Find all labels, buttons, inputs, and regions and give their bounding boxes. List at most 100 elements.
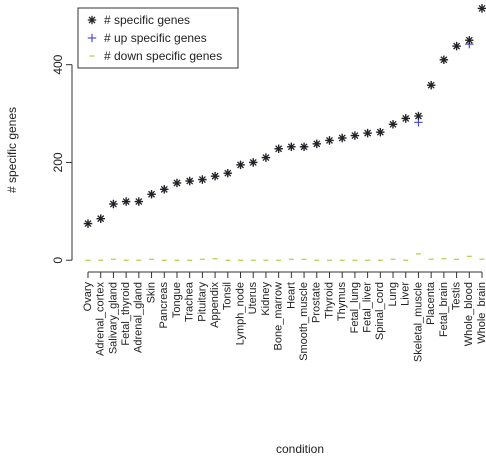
marker-stroke [414, 112, 422, 120]
marker-stroke [262, 154, 270, 162]
data-point-asterisk [210, 171, 220, 181]
x-tick-label: Uterus [247, 282, 259, 315]
marker-stroke [211, 172, 219, 180]
x-tick-label: Kidney [260, 282, 272, 316]
legend-marker-plus [87, 33, 97, 43]
x-tick-label: Fetal_lung [349, 282, 361, 333]
x-tick-label: Lung [387, 282, 399, 306]
x-tick-label: Tonsil [222, 282, 234, 310]
series-dash [85, 253, 485, 261]
marker-stroke [402, 114, 410, 122]
x-tick-label: Fetal_brain [438, 282, 450, 337]
x-tick-label: Spinal_cord [374, 282, 386, 340]
data-point-asterisk [109, 199, 118, 209]
marker-stroke [84, 220, 92, 228]
data-point-asterisk [287, 142, 296, 151]
data-point-asterisk [401, 114, 410, 123]
marker-stroke [465, 36, 473, 44]
marker-stroke [351, 132, 359, 140]
series-asterisk [83, 4, 486, 228]
x-tick-label: Skeletal_muscle [412, 282, 424, 362]
data-point-asterisk [172, 178, 182, 188]
x-tick-label: Prostate [311, 282, 323, 323]
data-point-asterisk [452, 41, 461, 51]
data-point-asterisk [299, 142, 309, 151]
x-tick-label: Salivary_gland [107, 282, 119, 354]
data-point-asterisk [376, 127, 385, 137]
x-tick-label: Ovary [82, 282, 94, 312]
marker-stroke [198, 176, 206, 184]
x-tick-label: Thyroid [323, 282, 335, 319]
data-point-asterisk [477, 4, 486, 13]
legend-label: # specific genes [104, 13, 190, 27]
marker-stroke [88, 16, 96, 24]
x-tick-label: Whole_blood [463, 282, 475, 346]
x-tick-label: Trachea [184, 281, 196, 322]
data-point-asterisk [414, 111, 423, 121]
x-tick-label: Smooth_muscle [298, 282, 310, 361]
data-point-asterisk [426, 81, 436, 90]
data-point-asterisk [337, 133, 347, 143]
data-point-asterisk [465, 36, 474, 45]
marker-stroke [135, 198, 143, 206]
marker-stroke [122, 198, 130, 206]
data-point-asterisk [274, 144, 283, 153]
y-tick-label: 0 [51, 257, 65, 264]
marker-stroke [364, 129, 372, 137]
marker-stroke [275, 145, 283, 153]
x-tick-label: Whole_brain [476, 282, 486, 344]
data-point-asterisk [223, 169, 233, 178]
data-point-asterisk [160, 185, 169, 194]
y-tick-label: 400 [51, 54, 65, 74]
marker-stroke [313, 140, 321, 148]
legend-box [77, 7, 239, 69]
marker-stroke [338, 134, 346, 142]
x-tick-label: Adrenal_cortex [95, 282, 107, 356]
data-point-asterisk [83, 219, 93, 228]
data-point-asterisk [363, 128, 372, 138]
marker-stroke [97, 215, 105, 223]
y-axis-title: # specific genes [5, 107, 19, 193]
x-axis-title: condition [276, 442, 324, 456]
marker-stroke [109, 200, 117, 208]
marker-stroke [453, 42, 461, 50]
data-point-asterisk [198, 175, 207, 184]
x-tick-label: Pancreas [158, 282, 170, 329]
x-tick-label: Appendix [209, 282, 221, 328]
x-tick-label: Skin [145, 282, 157, 303]
x-tick-label: Bone_marrow [273, 282, 285, 351]
legend-label: # up specific genes [104, 31, 207, 45]
data-points [83, 4, 486, 261]
data-point-asterisk [261, 153, 271, 162]
marker-stroke [173, 179, 181, 187]
data-point-asterisk [147, 190, 156, 199]
x-tick-label: Heart [285, 282, 297, 309]
data-point-asterisk [350, 131, 360, 140]
legend: # specific genes # up specific genes # dow… [77, 7, 239, 69]
data-point-asterisk [236, 160, 245, 170]
data-point-asterisk [96, 214, 105, 223]
x-tick-label: Pituitary [196, 282, 208, 322]
x-tick-label: Thymus [336, 282, 348, 322]
marker-stroke [300, 143, 308, 151]
marker-stroke [326, 136, 333, 144]
marker-stroke [237, 161, 244, 169]
axes: 0 200 400 Ovary Adrenal_cortex Salivary_gland… [51, 54, 486, 362]
marker-stroke [440, 56, 448, 64]
marker-stroke [478, 4, 486, 12]
data-point-asterisk [388, 120, 398, 129]
data-point-asterisk [121, 197, 131, 206]
marker-stroke [249, 158, 257, 166]
marker-stroke [224, 169, 232, 177]
marker-stroke [376, 128, 384, 136]
legend-marker-asterisk [87, 15, 97, 25]
marker-stroke [287, 143, 295, 151]
data-point-asterisk [439, 55, 449, 64]
data-point-asterisk [325, 136, 334, 145]
marker-stroke [427, 81, 435, 89]
y-tick-label: 200 [51, 152, 65, 172]
legend-label: # down specific genes [104, 49, 222, 63]
data-point-asterisk [185, 176, 194, 186]
